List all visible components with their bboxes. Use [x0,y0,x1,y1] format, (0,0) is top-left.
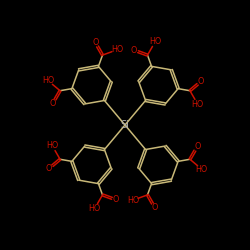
Text: Si: Si [120,120,130,130]
Text: O: O [152,203,158,212]
Text: HO: HO [149,37,161,46]
Text: O: O [131,46,137,55]
Text: HO: HO [42,76,54,85]
Text: HO: HO [46,141,58,150]
Text: HO: HO [89,204,101,213]
Text: O: O [113,195,119,204]
Text: HO: HO [127,196,139,205]
Text: O: O [50,99,56,108]
Text: HO: HO [192,100,204,109]
Text: O: O [92,38,98,47]
Text: O: O [198,77,204,86]
Text: O: O [46,164,52,173]
Text: O: O [194,142,200,151]
Text: HO: HO [196,165,208,174]
Text: HO: HO [111,45,123,54]
